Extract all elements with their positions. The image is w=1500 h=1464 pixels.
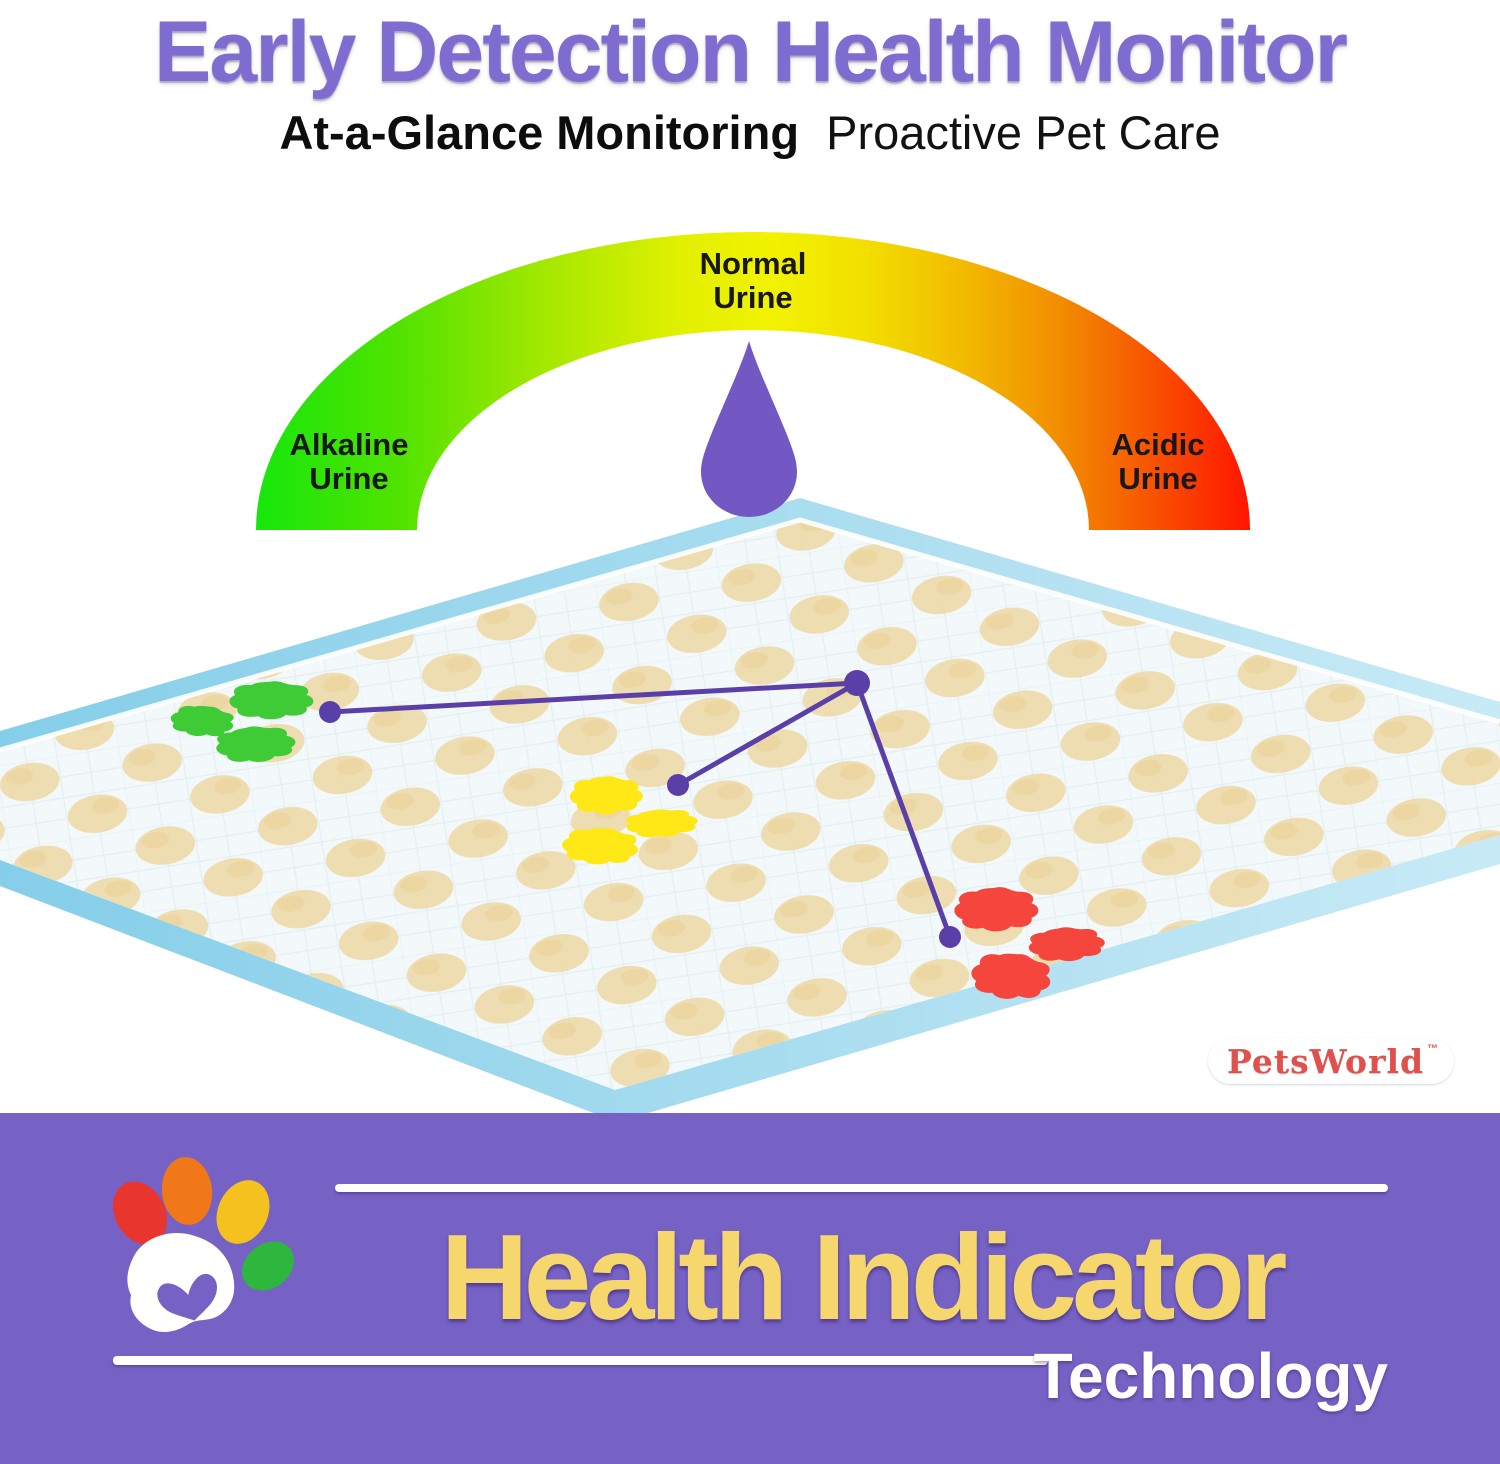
paw-toe-yellow-icon [216, 1180, 270, 1244]
pad-surface-pattern [0, 520, 1500, 1090]
paw-toe-red-icon [113, 1181, 167, 1245]
gauge-label-alkaline: Alkaline Urine [239, 428, 459, 496]
banner-rule-bottom [113, 1356, 1048, 1365]
paw-toe-orange-icon [161, 1157, 213, 1225]
paw-toe-green-icon [242, 1241, 294, 1291]
gauge-arc [256, 232, 1250, 530]
gauge-label-acidic-line1: Acidic [1111, 427, 1205, 462]
connector-dots [319, 670, 961, 948]
gauge-label-alkaline-line1: Alkaline [289, 427, 409, 462]
pad-edge-highlight [0, 517, 1500, 753]
banner-subtitle: Technology [1033, 1340, 1388, 1412]
connector-lines [329, 680, 953, 938]
banner-title: Health Indicator [440, 1209, 1288, 1345]
brand-logo-text: PetsWorld [1226, 1041, 1425, 1081]
page-title: Early Detection Health Monitor [154, 4, 1348, 100]
paw-heart-icon [157, 1273, 217, 1321]
subtitle-regular: Proactive Pet Care [826, 106, 1221, 159]
gauge-label-normal-line2: Urine [713, 280, 793, 315]
banner-rule-top [335, 1184, 1388, 1192]
bottom-banner: Health Indicator Technology [0, 1113, 1500, 1464]
page-subtitle: At-a-Glance Monitoring Proactive Pet Car… [0, 102, 1500, 164]
trademark-symbol: ™ [1427, 1043, 1439, 1055]
droplet-icon [701, 341, 797, 517]
pet-pad [0, 498, 1500, 1122]
gauge-label-normal-line1: Normal [699, 246, 807, 281]
subtitle-bold: At-a-Glance Monitoring [279, 106, 800, 159]
paw-logo-icon [113, 1157, 294, 1332]
gauge-label-acidic-line2: Urine [1118, 461, 1198, 496]
gauge-label-alkaline-line2: Urine [309, 461, 389, 496]
paw-pad-icon [127, 1232, 235, 1332]
brand-pill: PetsWorld ™ [1208, 1038, 1454, 1084]
gauge-label-acidic: Acidic Urine [1048, 428, 1268, 496]
gauge-label-normal: Normal Urine [643, 247, 863, 315]
